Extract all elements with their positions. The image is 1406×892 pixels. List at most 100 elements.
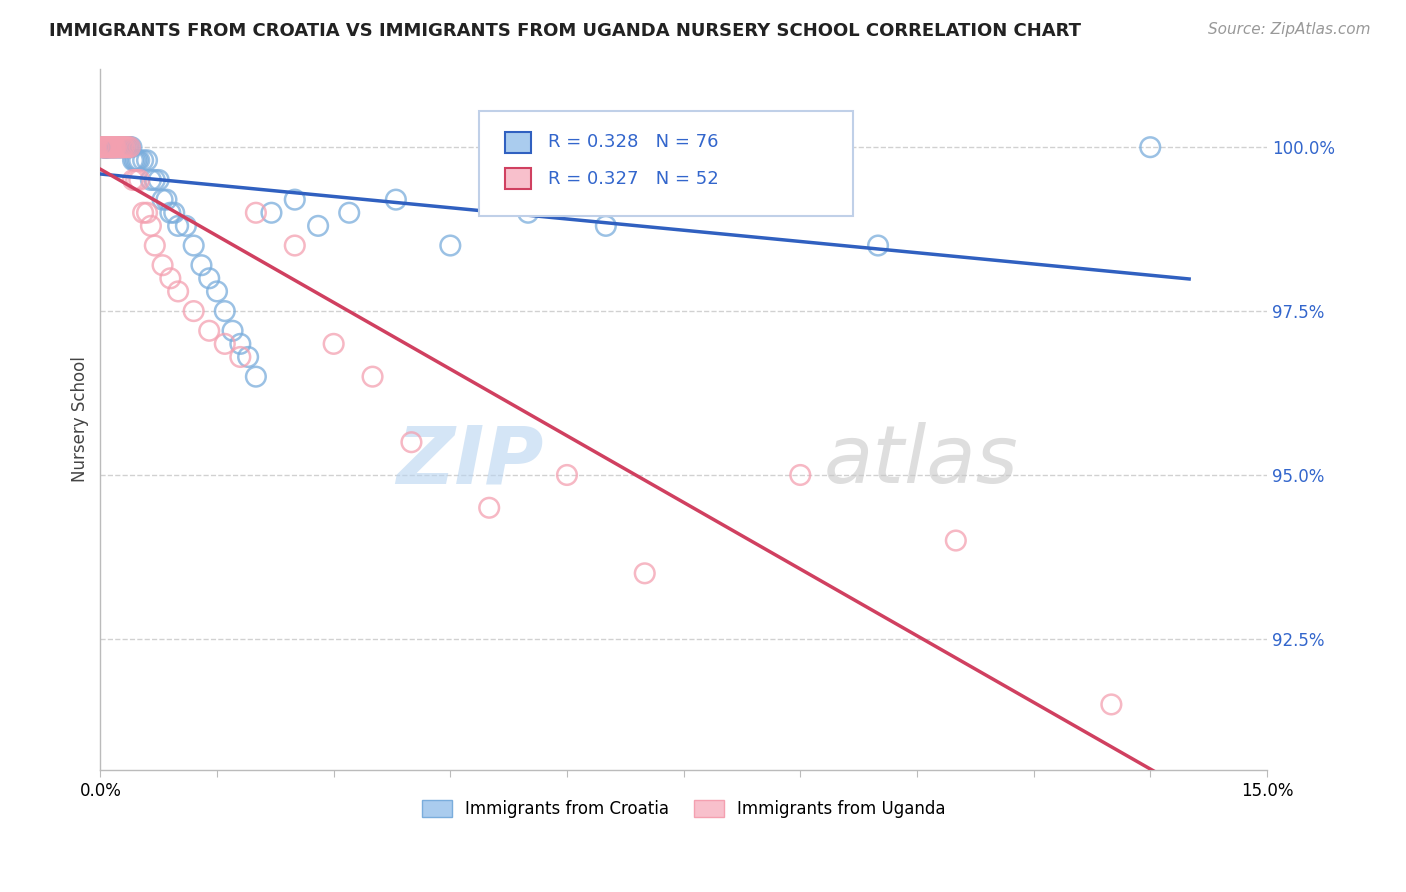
Point bbox=[128, 153, 150, 168]
Point bbox=[100, 140, 122, 154]
FancyBboxPatch shape bbox=[505, 132, 531, 153]
Point bbox=[94, 140, 117, 154]
Point bbox=[167, 219, 190, 233]
Point bbox=[105, 140, 128, 154]
Point bbox=[136, 153, 159, 168]
Point bbox=[205, 285, 228, 299]
Point bbox=[104, 140, 127, 154]
Point bbox=[198, 271, 221, 285]
Point bbox=[167, 285, 190, 299]
Point bbox=[93, 140, 115, 154]
Point bbox=[125, 153, 148, 168]
Point bbox=[214, 304, 236, 318]
Point bbox=[284, 193, 307, 207]
Point bbox=[163, 206, 186, 220]
Point bbox=[128, 173, 150, 187]
Point bbox=[152, 193, 174, 207]
Point bbox=[236, 350, 259, 364]
Point bbox=[101, 140, 124, 154]
Point bbox=[100, 140, 122, 154]
Legend: Immigrants from Croatia, Immigrants from Uganda: Immigrants from Croatia, Immigrants from… bbox=[415, 793, 952, 825]
Point bbox=[284, 238, 307, 252]
Point bbox=[122, 153, 145, 168]
Point bbox=[143, 173, 166, 187]
Point bbox=[229, 337, 252, 351]
Point bbox=[96, 140, 118, 154]
Point bbox=[214, 337, 236, 351]
Point bbox=[107, 140, 129, 154]
Point bbox=[122, 173, 145, 187]
Point bbox=[94, 140, 117, 154]
Point bbox=[101, 140, 124, 154]
Point bbox=[789, 467, 811, 482]
Point bbox=[103, 140, 125, 154]
Point bbox=[98, 140, 121, 154]
Point bbox=[91, 140, 114, 154]
Point bbox=[868, 238, 890, 252]
Point bbox=[117, 140, 139, 154]
Point bbox=[101, 140, 124, 154]
Text: ZIP: ZIP bbox=[396, 422, 544, 500]
Point bbox=[103, 140, 125, 154]
Point bbox=[96, 140, 118, 154]
Point bbox=[595, 219, 617, 233]
Point bbox=[245, 206, 267, 220]
Point bbox=[322, 337, 344, 351]
Point bbox=[96, 140, 118, 154]
Point bbox=[1099, 698, 1122, 712]
Point bbox=[90, 140, 112, 154]
Point bbox=[96, 140, 118, 154]
Point bbox=[94, 140, 117, 154]
Point bbox=[198, 324, 221, 338]
Point bbox=[94, 140, 117, 154]
Point bbox=[93, 140, 115, 154]
Point bbox=[90, 140, 112, 154]
Point bbox=[136, 206, 159, 220]
Point bbox=[103, 140, 125, 154]
Point bbox=[361, 369, 384, 384]
Point bbox=[125, 173, 148, 187]
Point bbox=[118, 140, 141, 154]
Point bbox=[96, 140, 118, 154]
Point bbox=[97, 140, 120, 154]
Point bbox=[478, 500, 501, 515]
Point bbox=[229, 350, 252, 364]
Point bbox=[93, 140, 115, 154]
Point bbox=[174, 219, 197, 233]
Point bbox=[132, 206, 155, 220]
Point bbox=[108, 140, 131, 154]
Point bbox=[114, 140, 136, 154]
Point bbox=[139, 173, 162, 187]
Point bbox=[112, 140, 135, 154]
Point bbox=[127, 153, 149, 168]
Point bbox=[111, 140, 134, 154]
Point bbox=[108, 140, 131, 154]
Point bbox=[945, 533, 967, 548]
Point bbox=[93, 140, 115, 154]
Point bbox=[96, 140, 118, 154]
Point bbox=[93, 140, 115, 154]
Point bbox=[307, 219, 329, 233]
Point bbox=[100, 140, 122, 154]
Point bbox=[120, 140, 142, 154]
Point bbox=[108, 140, 131, 154]
Point bbox=[110, 140, 132, 154]
Point bbox=[517, 206, 540, 220]
Y-axis label: Nursery School: Nursery School bbox=[72, 356, 89, 483]
Point bbox=[94, 140, 117, 154]
Point bbox=[112, 140, 135, 154]
Point bbox=[183, 238, 205, 252]
Point bbox=[190, 258, 212, 272]
Point bbox=[183, 304, 205, 318]
Point bbox=[91, 140, 114, 154]
Text: R = 0.327   N = 52: R = 0.327 N = 52 bbox=[548, 169, 718, 187]
Point bbox=[104, 140, 127, 154]
FancyBboxPatch shape bbox=[505, 168, 531, 189]
Point bbox=[110, 140, 132, 154]
Point bbox=[103, 140, 125, 154]
Text: R = 0.328   N = 76: R = 0.328 N = 76 bbox=[548, 133, 718, 151]
Point bbox=[97, 140, 120, 154]
Point bbox=[711, 173, 734, 187]
Point bbox=[159, 206, 181, 220]
Point bbox=[97, 140, 120, 154]
